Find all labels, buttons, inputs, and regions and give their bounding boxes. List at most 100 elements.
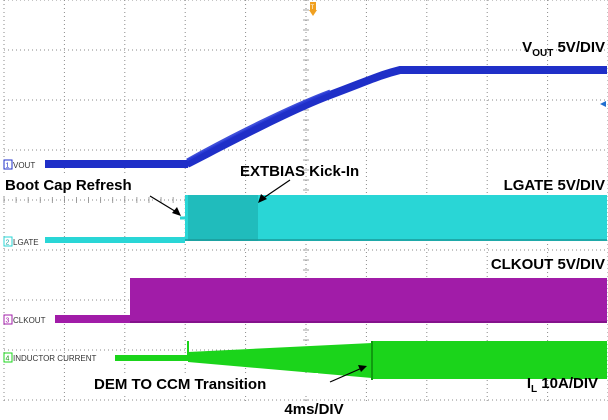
grid-dot xyxy=(486,396,488,397)
grid-dot xyxy=(63,156,65,157)
grid-dot xyxy=(80,349,81,351)
grid-dot xyxy=(24,249,25,251)
grid-dot xyxy=(63,112,65,113)
grid-dot xyxy=(305,252,307,253)
grid-dot xyxy=(3,296,5,297)
grid-dot xyxy=(596,149,597,151)
grid-dot xyxy=(452,249,453,251)
grid-dot xyxy=(436,49,437,51)
grid-dot xyxy=(380,49,381,51)
grid-dot xyxy=(3,276,5,277)
grid-dot xyxy=(140,0,141,1)
grid-dot xyxy=(480,399,481,401)
grid-dot xyxy=(472,49,473,51)
grid-dot xyxy=(348,149,349,151)
grid-dot xyxy=(3,124,5,125)
grid-dot xyxy=(56,49,57,51)
grid-dot xyxy=(365,48,367,49)
grid-dot xyxy=(96,99,97,101)
grid-dot xyxy=(245,56,247,57)
grid-dot xyxy=(305,152,307,153)
grid-dot xyxy=(486,248,488,249)
vout-scale-label: VOUT 5V/DIV xyxy=(522,39,605,59)
grid-dot xyxy=(124,49,125,51)
grid-dot xyxy=(140,399,141,401)
grid-dot xyxy=(486,380,488,381)
grid-dot xyxy=(3,372,5,373)
grid-dot xyxy=(16,0,17,1)
grid-dot xyxy=(284,249,285,251)
grid-dot xyxy=(252,99,253,101)
grid-dot xyxy=(48,149,49,151)
grid-dot xyxy=(547,272,549,273)
grid-dot xyxy=(305,36,307,37)
grid-dot xyxy=(28,99,29,101)
grid-dot xyxy=(184,372,186,373)
grid-dot xyxy=(240,399,241,401)
grid-dot xyxy=(172,249,173,251)
grid-dot xyxy=(116,49,117,51)
grid-dot xyxy=(108,99,109,101)
grid-dot xyxy=(245,108,247,109)
grid-dot xyxy=(440,249,441,251)
grid-dot xyxy=(60,99,61,101)
grid-dot xyxy=(484,399,485,401)
grid-dot xyxy=(252,149,253,151)
grid-dot xyxy=(492,399,493,401)
grid-dot xyxy=(124,268,126,269)
grid-dot xyxy=(68,49,69,51)
grid-dot xyxy=(486,8,488,9)
grid-dot xyxy=(368,249,369,251)
grid-dot xyxy=(284,0,285,1)
grid-dot xyxy=(476,399,477,401)
grid-dot xyxy=(305,168,307,169)
grid-dot xyxy=(426,48,428,49)
grid-dot xyxy=(36,399,37,401)
grid-dot xyxy=(592,0,593,1)
grid-dot xyxy=(256,249,257,251)
grid-dot xyxy=(365,148,367,149)
trigger-level-cursor-icon xyxy=(600,101,606,107)
grid-dot xyxy=(220,49,221,51)
grid-dot xyxy=(63,108,65,109)
grid-dot xyxy=(404,99,405,101)
grid-dot xyxy=(576,399,577,401)
grid-dot xyxy=(100,0,101,1)
grid-dot xyxy=(216,0,217,1)
grid-dot xyxy=(496,49,497,51)
vout-trace xyxy=(45,66,607,168)
grid-dot xyxy=(424,249,425,251)
grid-dot xyxy=(305,372,307,373)
grid-dot xyxy=(305,116,307,117)
grid-dot xyxy=(208,49,209,51)
grid-dot xyxy=(305,180,307,181)
grid-dot xyxy=(245,328,247,329)
grid-dot xyxy=(32,149,33,151)
grid-dot xyxy=(547,8,549,9)
grid-dot xyxy=(486,252,488,253)
grid-dot xyxy=(288,249,289,251)
grid-dot xyxy=(3,136,5,137)
grid-dot xyxy=(156,399,157,401)
grid-dot xyxy=(184,16,186,17)
grid-dot xyxy=(124,372,126,373)
grid-dot xyxy=(536,149,537,151)
grid-dot xyxy=(547,400,549,401)
grid-dot xyxy=(604,49,605,51)
grid-dot xyxy=(3,132,5,133)
grid-dot xyxy=(144,349,145,351)
grid-dot xyxy=(416,99,417,101)
grid-dot xyxy=(336,399,337,401)
grid-dot xyxy=(372,249,373,251)
grid-dot xyxy=(340,399,341,401)
grid-dot xyxy=(500,149,501,151)
grid-dot xyxy=(496,99,497,101)
grid-dot xyxy=(365,136,367,137)
grid-dot xyxy=(547,64,549,65)
grid-dot xyxy=(547,12,549,13)
grid-dot xyxy=(200,349,201,351)
grid-dot xyxy=(3,84,5,85)
grid-dot xyxy=(592,149,593,151)
grid-dot xyxy=(245,20,247,21)
